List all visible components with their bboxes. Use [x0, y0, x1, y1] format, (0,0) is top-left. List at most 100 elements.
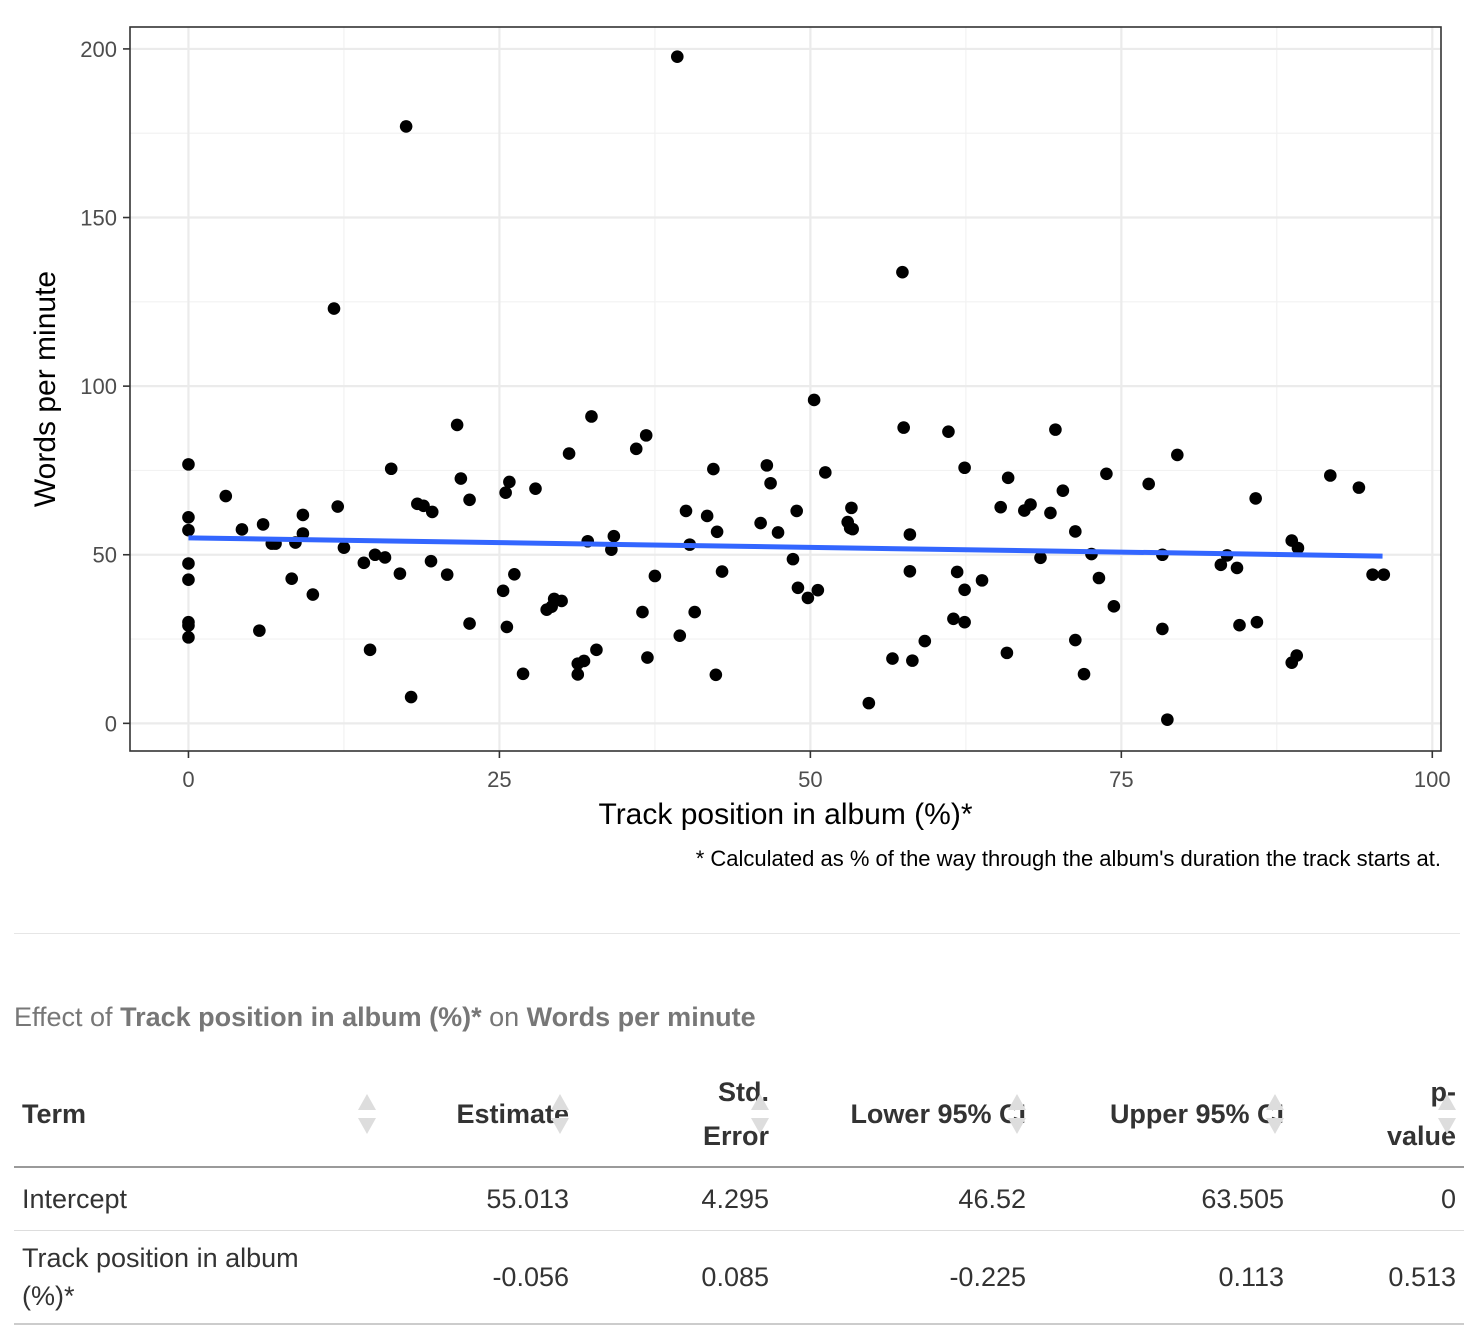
x-tick-label: 0 [182, 767, 194, 792]
data-point [454, 472, 468, 485]
cell-term: Track position in album (%)* [14, 1230, 384, 1325]
data-point [786, 552, 800, 566]
header-std-error[interactable]: Std. Error [577, 1062, 777, 1168]
data-point [577, 654, 591, 668]
data-point [1249, 492, 1262, 505]
data-point [958, 583, 971, 597]
table-header-row: Term Estimate Std. Error Lower 95% CI Up… [14, 1062, 1464, 1168]
grid-major-lines [130, 27, 1441, 751]
data-point [1069, 525, 1082, 538]
cell-p-value: 0 [1292, 1167, 1464, 1231]
caption-prefix: Effect of [14, 1002, 121, 1032]
data-point [1034, 551, 1047, 565]
data-point [384, 462, 398, 476]
data-point [404, 690, 418, 704]
data-point [306, 588, 320, 601]
table-caption: Effect of Track position in album (%)* o… [14, 1002, 756, 1033]
header-upper-ci[interactable]: Upper 95% CI [1034, 1062, 1292, 1168]
data-point [1049, 423, 1062, 436]
data-point [529, 482, 542, 495]
sort-arrows-icon[interactable] [551, 1094, 569, 1134]
data-point [994, 500, 1007, 514]
data-point [503, 475, 516, 489]
data-point [886, 652, 899, 665]
data-point [950, 565, 964, 579]
cell-std-error: 4.295 [577, 1167, 777, 1231]
header-estimate[interactable]: Estimate [384, 1062, 577, 1168]
data-point [182, 458, 195, 471]
x-tick-label: 100 [1414, 767, 1451, 792]
table-row: Track position in album (%)* -0.056 0.08… [14, 1230, 1464, 1325]
x-tick-label: 50 [798, 767, 822, 792]
cell-std-error: 0.085 [577, 1230, 777, 1325]
y-tick-label: 200 [80, 37, 117, 62]
data-point [256, 518, 270, 531]
data-point [903, 528, 917, 541]
data-point [688, 605, 702, 619]
data-point [296, 527, 310, 540]
data-point [947, 612, 960, 626]
data-point [337, 541, 351, 554]
cell-p-value: 0.513 [1292, 1230, 1464, 1325]
data-point [771, 526, 785, 539]
data-point [450, 418, 464, 432]
data-point [918, 634, 932, 648]
data-point [700, 509, 714, 523]
data-point [562, 447, 576, 460]
data-point [607, 529, 621, 543]
sort-arrows-icon[interactable] [1266, 1094, 1284, 1134]
data-point [1100, 467, 1113, 481]
data-point [679, 504, 693, 518]
header-lower-ci-label: Lower 95% CI [850, 1099, 1026, 1129]
data-point [1323, 469, 1337, 482]
header-lower-ci[interactable]: Lower 95% CI [777, 1062, 1034, 1168]
data-point [629, 442, 643, 456]
data-point [1044, 506, 1057, 520]
chart-footnote: * Calculated as % of the way through the… [696, 846, 1441, 871]
data-point [754, 516, 767, 530]
sort-arrows-icon[interactable] [751, 1094, 769, 1134]
sort-arrows-icon[interactable] [358, 1094, 376, 1134]
data-point [819, 466, 832, 479]
y-tick-label: 150 [80, 206, 117, 231]
data-point [897, 421, 910, 434]
data-point [182, 631, 195, 644]
data-point [1171, 448, 1184, 462]
data-point [709, 668, 723, 682]
data-point [1161, 713, 1174, 726]
data-point [1233, 618, 1246, 632]
data-point [182, 619, 195, 632]
data-point [1142, 477, 1155, 491]
data-point [639, 429, 653, 442]
cell-lower-ci: -0.225 [777, 1230, 1034, 1325]
x-axis-title: Track position in album (%)* [598, 798, 972, 831]
header-estimate-label: Estimate [456, 1099, 569, 1129]
regression-table: Term Estimate Std. Error Lower 95% CI Up… [14, 1062, 1464, 1325]
data-point [363, 643, 377, 657]
header-term-label: Term [22, 1099, 87, 1129]
data-point [499, 486, 512, 499]
data-point [707, 462, 720, 476]
header-term[interactable]: Term [14, 1062, 384, 1168]
data-point [1056, 484, 1070, 497]
header-p-value[interactable]: p-value [1292, 1062, 1464, 1168]
cell-upper-ci: 0.113 [1034, 1230, 1292, 1325]
data-point [1107, 600, 1121, 613]
data-point [219, 489, 233, 503]
plot-border [129, 26, 1442, 752]
data-point [811, 583, 825, 597]
sort-arrows-icon[interactable] [1438, 1094, 1456, 1134]
y-tick-label: 100 [80, 374, 117, 399]
caption-mid: on [481, 1002, 527, 1032]
data-point [636, 605, 649, 619]
sort-arrows-icon[interactable] [1008, 1094, 1026, 1134]
data-point [764, 476, 777, 490]
data-point [182, 573, 195, 586]
data-point [399, 120, 413, 133]
x-axis-ticks: 0 25 50 75 100 [182, 751, 1451, 792]
data-point [378, 551, 392, 564]
regression-line [188, 535, 1383, 559]
data-point [1290, 649, 1304, 662]
data-point [903, 564, 917, 578]
data-point [958, 615, 971, 629]
